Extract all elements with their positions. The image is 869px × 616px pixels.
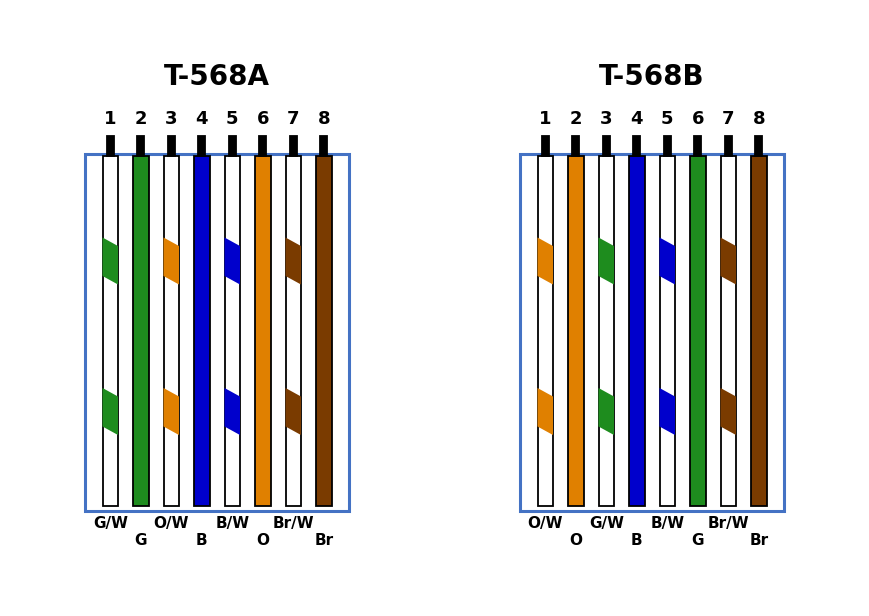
Text: Br: Br [749, 533, 768, 548]
Bar [198, 136, 205, 156]
Polygon shape [538, 238, 553, 285]
Text: 5: 5 [661, 110, 673, 128]
Polygon shape [599, 238, 614, 285]
Bar [720, 156, 736, 506]
Bar [603, 136, 610, 156]
Polygon shape [660, 238, 675, 285]
Text: O: O [256, 533, 269, 548]
Text: G/W: G/W [93, 516, 128, 531]
Bar [521, 154, 784, 511]
Text: O/W: O/W [154, 516, 189, 531]
Bar [168, 136, 175, 156]
Text: 4: 4 [631, 110, 643, 128]
Bar [137, 136, 144, 156]
Bar [541, 136, 548, 156]
Text: 7: 7 [722, 110, 734, 128]
Polygon shape [224, 388, 240, 435]
Bar [163, 156, 179, 506]
Bar [694, 136, 701, 156]
Text: 8: 8 [317, 110, 330, 128]
Text: 7: 7 [287, 110, 300, 128]
Text: 3: 3 [600, 110, 613, 128]
Text: T-568B: T-568B [600, 63, 705, 91]
Bar [103, 156, 118, 506]
Polygon shape [286, 388, 301, 435]
Bar [629, 156, 645, 506]
Bar [751, 156, 766, 506]
Polygon shape [163, 388, 179, 435]
Bar [107, 136, 114, 156]
Bar [573, 136, 580, 156]
Text: 1: 1 [539, 110, 552, 128]
Bar [229, 136, 235, 156]
Text: B: B [196, 533, 208, 548]
Text: G: G [135, 533, 147, 548]
Polygon shape [538, 388, 553, 435]
Text: Br/W: Br/W [707, 516, 749, 531]
Polygon shape [163, 238, 179, 285]
Bar [634, 136, 640, 156]
Bar [321, 136, 328, 156]
Bar [286, 156, 301, 506]
Polygon shape [720, 238, 736, 285]
Bar [316, 156, 331, 506]
Bar [568, 156, 583, 506]
Polygon shape [599, 388, 614, 435]
Bar [664, 136, 671, 156]
Polygon shape [103, 388, 118, 435]
Bar [599, 156, 614, 506]
Bar [660, 156, 675, 506]
Text: B: B [631, 533, 642, 548]
Text: O: O [569, 533, 582, 548]
Text: 2: 2 [569, 110, 582, 128]
Text: Br: Br [315, 533, 334, 548]
Text: Br/W: Br/W [273, 516, 314, 531]
Text: 3: 3 [165, 110, 177, 128]
Text: 6: 6 [256, 110, 269, 128]
Text: B/W: B/W [216, 516, 249, 531]
Bar [538, 156, 553, 506]
Bar [85, 154, 348, 511]
Bar [755, 136, 762, 156]
Text: 5: 5 [226, 110, 238, 128]
Text: B/W: B/W [650, 516, 684, 531]
Bar [690, 156, 706, 506]
Bar [255, 156, 270, 506]
Bar [289, 136, 296, 156]
Text: 8: 8 [753, 110, 765, 128]
Text: 6: 6 [692, 110, 704, 128]
Polygon shape [224, 238, 240, 285]
Polygon shape [103, 238, 118, 285]
Polygon shape [720, 388, 736, 435]
Polygon shape [660, 388, 675, 435]
Text: T-568A: T-568A [164, 63, 270, 91]
Text: 1: 1 [104, 110, 116, 128]
Bar [133, 156, 149, 506]
Text: 2: 2 [135, 110, 147, 128]
Bar [725, 136, 732, 156]
Text: G: G [692, 533, 704, 548]
Text: O/W: O/W [527, 516, 563, 531]
Bar [194, 156, 209, 506]
Polygon shape [286, 238, 301, 285]
Bar [224, 156, 240, 506]
Bar [259, 136, 266, 156]
Text: G/W: G/W [589, 516, 624, 531]
Text: 4: 4 [196, 110, 208, 128]
